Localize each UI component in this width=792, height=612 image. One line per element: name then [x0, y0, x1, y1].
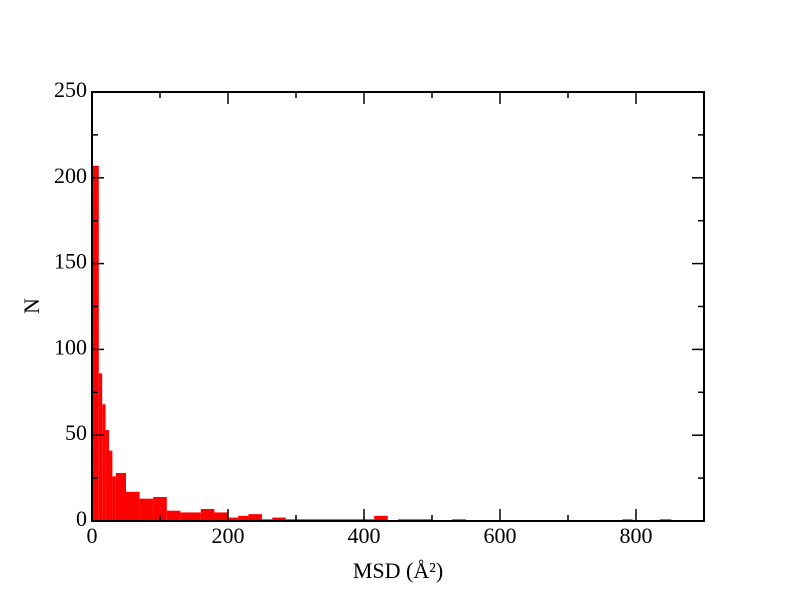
y-tick-label: 50: [65, 420, 87, 445]
bar: [374, 515, 388, 521]
bar: [109, 450, 113, 521]
bar: [98, 373, 103, 521]
y-tick-label: 250: [54, 77, 87, 102]
x-tick-label: 800: [620, 523, 653, 548]
bar: [238, 515, 249, 521]
y-tick-label: 100: [54, 334, 87, 359]
bar: [214, 512, 228, 521]
x-tick-label: 200: [212, 523, 245, 548]
x-tick-label: 0: [87, 523, 98, 548]
bar: [228, 517, 239, 521]
bar: [139, 498, 154, 521]
bar: [272, 517, 286, 521]
bar: [105, 430, 109, 521]
y-tick-label: 150: [54, 249, 87, 274]
x-tick-label: 600: [484, 523, 517, 548]
y-axis-label: N: [19, 298, 44, 314]
y-tick-label: 200: [54, 163, 87, 188]
bar: [102, 404, 106, 521]
bar: [180, 512, 201, 521]
bar: [126, 491, 140, 521]
bar: [115, 472, 126, 521]
bar: [248, 514, 262, 521]
bar: [92, 165, 99, 521]
bar: [200, 508, 215, 521]
y-tick-label: 0: [76, 506, 87, 531]
bar: [112, 476, 116, 521]
x-tick-label: 400: [348, 523, 381, 548]
bar: [166, 510, 181, 521]
x-axis-label: MSD (Å²): [353, 558, 443, 583]
bar: [153, 496, 167, 521]
